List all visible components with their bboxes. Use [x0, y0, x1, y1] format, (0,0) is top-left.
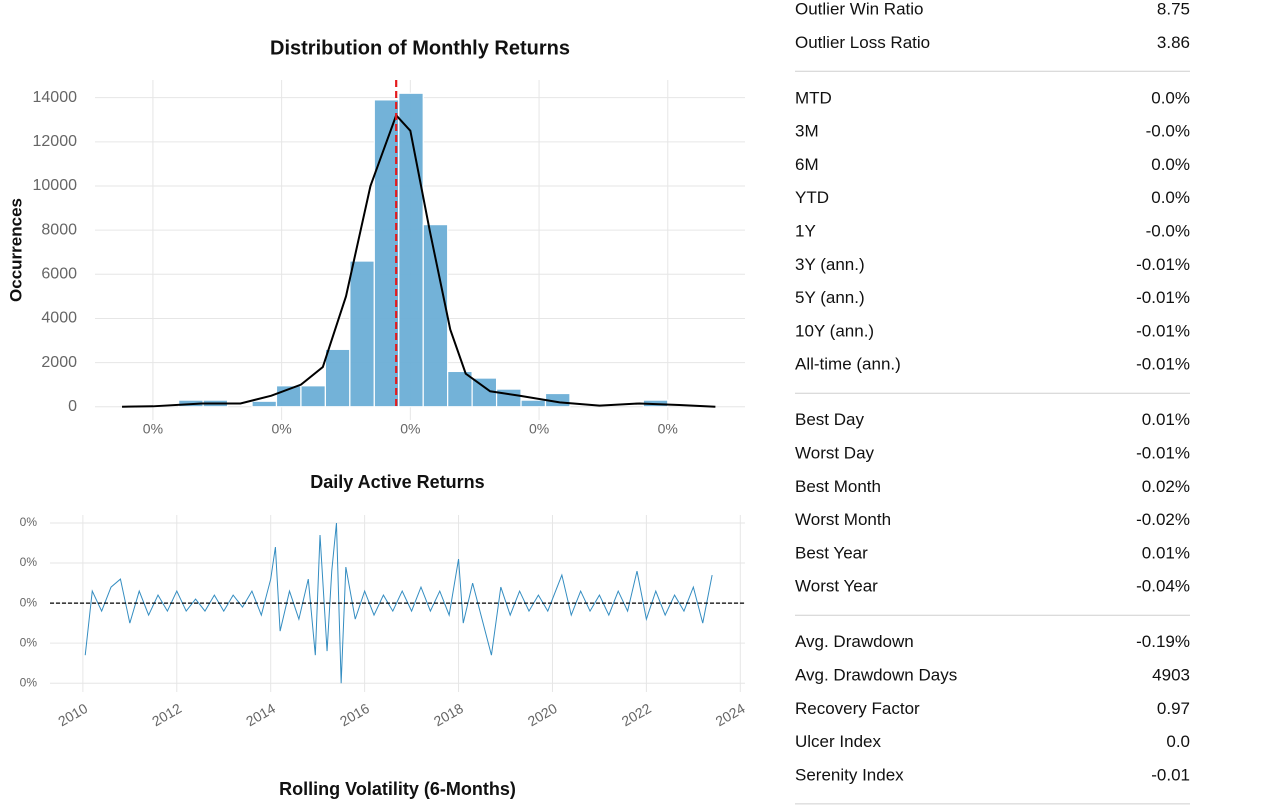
histogram-bar — [495, 388, 522, 408]
metric-label: YTD — [795, 188, 829, 207]
x-tick-label: 0% — [400, 421, 420, 437]
metric-label: Best Day — [795, 410, 864, 429]
y-tick-label: 0% — [20, 515, 38, 529]
metric-label: 6M — [795, 155, 819, 174]
x-tick-label: 0% — [529, 421, 549, 437]
histogram-bar — [520, 399, 547, 408]
histogram-bar — [324, 348, 351, 408]
metric-value: 0.02% — [1142, 477, 1190, 496]
metric-value: -0.02% — [1136, 510, 1190, 529]
x-tick-label: 2012 — [149, 700, 184, 730]
metric-label: Best Month — [795, 477, 881, 496]
metric-label: Outlier Win Ratio — [795, 0, 923, 18]
metric-value: 4903 — [1152, 665, 1190, 684]
histogram-bar — [300, 385, 326, 408]
metric-value: 0.0% — [1151, 188, 1190, 207]
metric-value: 8.75 — [1157, 0, 1190, 18]
y-tick-label: 10000 — [33, 177, 78, 194]
metric-label: All-time (ann.) — [795, 355, 901, 374]
metric-value: -0.01% — [1136, 288, 1190, 307]
y-tick-label: 0 — [68, 398, 77, 415]
x-tick-label: 2010 — [55, 700, 90, 730]
x-tick-label: 0% — [272, 421, 292, 437]
metric-value: -0.19% — [1136, 632, 1190, 651]
metric-value: 3.86 — [1157, 33, 1190, 52]
metric-label: 1Y — [795, 221, 816, 240]
histogram-bar — [422, 224, 449, 408]
y-tick-label: 12000 — [33, 133, 78, 150]
metric-label: 3Y (ann.) — [795, 255, 865, 274]
x-tick-label: 2014 — [243, 700, 278, 730]
metric-label: Worst Month — [795, 510, 891, 529]
x-tick-label: 2022 — [619, 700, 654, 730]
x-tick-label: 0% — [658, 421, 678, 437]
metric-value: -0.04% — [1136, 577, 1190, 596]
metric-value: -0.01 — [1151, 765, 1190, 784]
histogram-bar — [349, 260, 375, 408]
metric-label: Ulcer Index — [795, 732, 881, 751]
y-tick-label: 14000 — [33, 89, 78, 106]
histogram-bar — [251, 400, 278, 408]
histogram-bar — [398, 92, 424, 408]
x-tick-label: 0% — [143, 421, 163, 437]
metric-value: 0.01% — [1142, 410, 1190, 429]
y-tick-label: 4000 — [41, 310, 77, 327]
metric-label: MTD — [795, 88, 832, 107]
y-axis-label: Occurrences — [6, 198, 25, 302]
y-tick-label: 0% — [20, 555, 38, 569]
chart-title: Distribution of Monthly Returns — [270, 37, 570, 59]
metric-label: 10Y (ann.) — [795, 321, 874, 340]
metric-label: 3M — [795, 122, 819, 141]
metric-value: -0.01% — [1136, 355, 1190, 374]
metric-value: -0.01% — [1136, 321, 1190, 340]
y-tick-label: 2000 — [41, 354, 77, 371]
y-tick-label: 8000 — [41, 221, 77, 238]
metric-label: Avg. Drawdown — [795, 632, 914, 651]
x-tick-label: 2018 — [431, 700, 466, 730]
metric-value: 0.0% — [1151, 88, 1190, 107]
metric-value: 0.97 — [1157, 699, 1190, 718]
x-tick-label: 2024 — [713, 700, 748, 730]
metric-value: 0.01% — [1142, 543, 1190, 562]
x-tick-label: 2016 — [337, 700, 372, 730]
metric-label: Best Year — [795, 543, 868, 562]
histogram-bar — [447, 370, 473, 408]
metric-value: -0.01% — [1136, 255, 1190, 274]
y-tick-label: 6000 — [41, 266, 77, 283]
metric-label: Outlier Loss Ratio — [795, 33, 930, 52]
metric-label: Worst Day — [795, 443, 875, 462]
metric-label: Recovery Factor — [795, 699, 920, 718]
metric-label: Avg. Drawdown Days — [795, 665, 957, 684]
metric-label: 5Y (ann.) — [795, 288, 865, 307]
metric-label: Worst Year — [795, 577, 878, 596]
metric-value: 0.0% — [1151, 155, 1190, 174]
metric-value: -0.0% — [1146, 221, 1190, 240]
y-tick-label: 0% — [20, 675, 38, 689]
metric-value: -0.0% — [1146, 122, 1190, 141]
returns-line — [84, 522, 713, 684]
chart-title: Rolling Volatility (6-Months) — [279, 779, 516, 799]
metric-label: Serenity Index — [795, 765, 904, 784]
chart-title: Daily Active Returns — [310, 472, 484, 492]
metric-value: 0.0 — [1166, 732, 1190, 751]
metric-value: -0.01% — [1136, 443, 1190, 462]
kde-curve — [122, 113, 716, 408]
y-tick-label: 0% — [20, 635, 38, 649]
x-tick-label: 2020 — [525, 700, 560, 730]
y-tick-label: 0% — [20, 595, 38, 609]
